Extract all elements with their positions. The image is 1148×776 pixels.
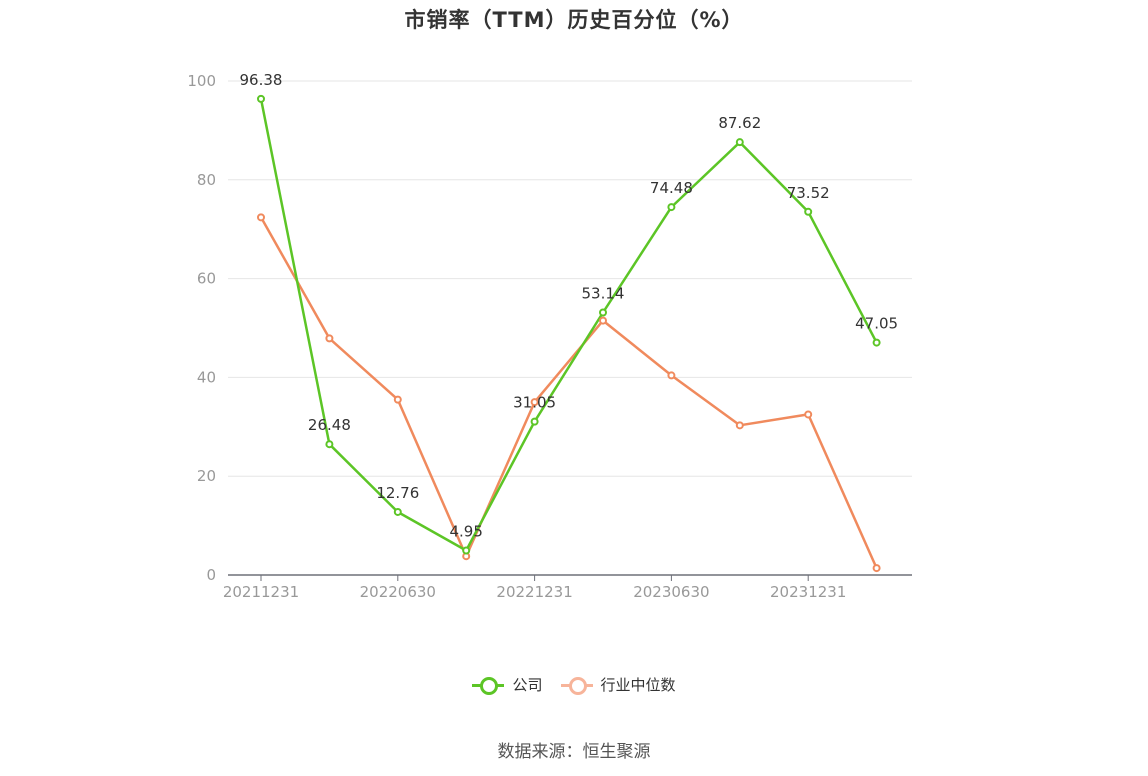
series-line-industry bbox=[259, 216, 878, 569]
legend-industry-label: 行业中位数 bbox=[600, 676, 676, 694]
company-data-label: 26.48 bbox=[308, 416, 351, 434]
x-tick-label: 20231231 bbox=[770, 583, 846, 601]
company-point bbox=[530, 417, 539, 426]
company-data-label: 73.52 bbox=[787, 184, 830, 202]
industry-point bbox=[530, 398, 539, 407]
legend-industry-dot bbox=[568, 676, 587, 695]
data-labels: 96.38 26.48 12.76 4.95 31.05 53.14 74.48 87.62 7… bbox=[240, 71, 899, 541]
y-tick-label: 40 bbox=[197, 368, 216, 386]
industry-point bbox=[325, 334, 334, 343]
legend-industry-marker-icon bbox=[560, 675, 593, 695]
company-point bbox=[393, 507, 402, 516]
source-note: 数据来源：恒生聚源 bbox=[497, 742, 651, 762]
industry-point bbox=[872, 564, 881, 573]
company-point bbox=[257, 94, 265, 103]
legend-item-company[interactable]: 公司 bbox=[472, 674, 543, 695]
company-point bbox=[735, 138, 744, 147]
company-point bbox=[804, 207, 813, 216]
legend-company-dot bbox=[480, 676, 499, 695]
company-point bbox=[872, 338, 881, 347]
company-data-label: 96.38 bbox=[240, 71, 283, 89]
grid-lines bbox=[228, 80, 912, 477]
company-data-label: 47.05 bbox=[855, 315, 898, 333]
series-points bbox=[257, 94, 881, 573]
industry-point bbox=[257, 213, 265, 222]
company-data-label: 87.62 bbox=[718, 114, 761, 132]
legend: 公司 行业中位数 bbox=[0, 674, 1148, 695]
industry-point bbox=[735, 421, 744, 430]
x-tick-label: 20230630 bbox=[633, 583, 709, 601]
company-data-label: 53.14 bbox=[582, 284, 625, 302]
legend-item-industry[interactable]: 行业中位数 bbox=[560, 674, 676, 695]
company-data-label: 4.95 bbox=[449, 523, 482, 541]
series-lines bbox=[259, 98, 878, 569]
y-tick-label: 0 bbox=[206, 566, 216, 584]
company-point bbox=[599, 308, 607, 317]
legend-company-marker-icon bbox=[472, 675, 505, 695]
company-point bbox=[667, 203, 676, 212]
x-tick-label: 20221231 bbox=[496, 583, 572, 601]
y-tick-label: 60 bbox=[197, 270, 216, 288]
company-point bbox=[325, 440, 334, 449]
y-tick-label: 20 bbox=[197, 467, 216, 485]
line-chart: 0 20 40 60 80 100 20211231 20220630 20221231 2023… bbox=[187, 71, 912, 601]
company-data-label: 12.76 bbox=[376, 484, 419, 502]
company-data-label: 31.05 bbox=[513, 394, 556, 412]
legend-company-label: 公司 bbox=[512, 676, 543, 694]
industry-point bbox=[393, 395, 402, 404]
chart-title: 市销率（TTM）历史百分位（%） bbox=[404, 8, 744, 32]
x-tick-label: 20220630 bbox=[360, 583, 436, 601]
y-tick-label: 80 bbox=[197, 171, 216, 189]
series-line-company bbox=[259, 98, 878, 552]
y-tick-label: 100 bbox=[187, 72, 216, 90]
industry-point bbox=[667, 371, 676, 380]
company-data-label: 74.48 bbox=[650, 179, 693, 197]
industry-point bbox=[804, 410, 813, 419]
industry-point bbox=[599, 316, 607, 325]
company-point bbox=[462, 546, 471, 555]
x-tick-label: 20211231 bbox=[223, 583, 299, 601]
axes: 0 20 40 60 80 100 20211231 20220630 20221231 2023… bbox=[187, 72, 912, 601]
